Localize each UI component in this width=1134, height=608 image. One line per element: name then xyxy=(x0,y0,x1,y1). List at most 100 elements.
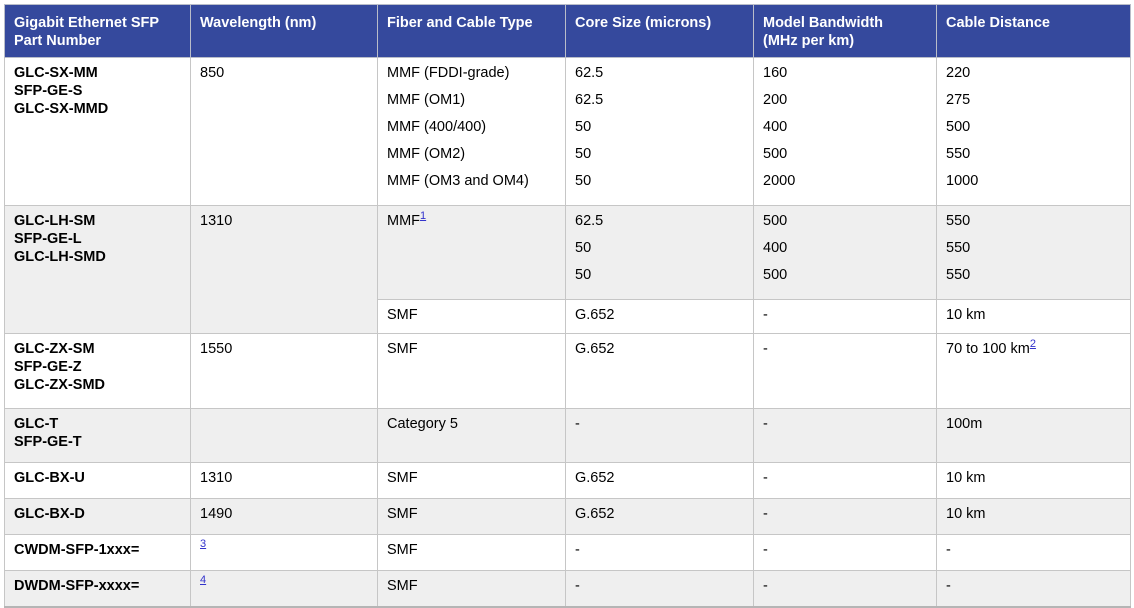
wavelength-value: 1550 xyxy=(200,341,233,357)
fiber-type-value: SMF xyxy=(387,506,418,522)
column-header-cable-distance: Cable Distance xyxy=(936,4,1131,58)
bandwidth-value: - xyxy=(763,542,768,558)
table-row: GLC-SX-MM SFP-GE-S GLC-SX-MMD 850 MMF (F… xyxy=(4,57,1131,206)
part-number: GLC-ZX-SMD xyxy=(14,377,106,393)
distance-value: 550 xyxy=(946,146,971,162)
cable-distance-cell: - xyxy=(936,534,1131,571)
part-number: GLC-LH-SMD xyxy=(14,249,106,265)
distance-value: 70 to 100 km xyxy=(946,341,1030,357)
fiber-type-cell: SMF xyxy=(377,498,566,535)
bandwidth-value: - xyxy=(763,416,768,432)
wavelength-cell xyxy=(190,408,378,463)
core-size-value: 50 xyxy=(575,267,592,283)
bandwidth-cell: - xyxy=(753,570,937,608)
fiber-type-value: SMF xyxy=(387,341,418,357)
bandwidth-cell: 500 400 500 xyxy=(753,205,937,300)
core-size-value: G.652 xyxy=(575,341,615,357)
cable-distance-cell: 100m xyxy=(936,408,1131,463)
fiber-type-cell: SMF xyxy=(377,333,566,409)
part-number: GLC-BX-D xyxy=(14,506,85,522)
fiber-type-value: MMF (400/400) xyxy=(387,119,487,135)
table-row: GLC-BX-D 1490 SMF G.652 - 10 km xyxy=(4,498,1131,535)
distance-value: 10 km xyxy=(946,506,986,522)
fiber-type-cell: Category 5 xyxy=(377,408,566,463)
core-size-cell: - xyxy=(565,570,754,608)
distance-value: 1000 xyxy=(946,173,979,189)
cable-distance-cell: - xyxy=(936,570,1131,608)
core-size-cell: G.652 xyxy=(565,333,754,409)
fiber-type-value: SMF xyxy=(387,578,418,594)
bandwidth-cell: - xyxy=(753,534,937,571)
part-number: GLC-ZX-SM xyxy=(14,341,95,357)
table-row: GLC-BX-U 1310 SMF G.652 - 10 km xyxy=(4,462,1131,499)
bandwidth-value: 400 xyxy=(763,119,788,135)
wavelength-value: 1310 xyxy=(200,213,233,229)
distance-value: 10 km xyxy=(946,470,986,486)
part-number-cell: DWDM-SFP-xxxx= xyxy=(4,570,191,608)
bandwidth-value: - xyxy=(763,341,768,357)
bandwidth-cell: - xyxy=(753,299,937,334)
fiber-type-cell: MMF (FDDI-grade) MMF (OM1) MMF (400/400)… xyxy=(377,57,566,206)
fiber-type-cell: SMF xyxy=(377,299,566,334)
distance-value: 10 km xyxy=(946,307,986,323)
core-size-cell: G.652 xyxy=(565,299,754,334)
sfp-compatibility-table: Gigabit Ethernet SFP Part Number Wavelen… xyxy=(4,4,1131,608)
bandwidth-value: 500 xyxy=(763,267,788,283)
part-number: SFP-GE-L xyxy=(14,231,82,247)
core-size-cell: 62.5 62.5 50 50 50 xyxy=(565,57,754,206)
bandwidth-value: - xyxy=(763,578,768,594)
bandwidth-cell: - xyxy=(753,498,937,535)
core-size-value: - xyxy=(575,578,580,594)
part-number-cell: CWDM-SFP-1xxx= xyxy=(4,534,191,571)
bandwidth-cell: - xyxy=(753,408,937,463)
bandwidth-value: 200 xyxy=(763,92,788,108)
fiber-type-cell: SMF xyxy=(377,462,566,499)
fiber-type-value: MMF (FDDI-grade) xyxy=(387,65,510,81)
fiber-type-value: MMF (OM1) xyxy=(387,92,466,108)
part-number: DWDM-SFP-xxxx= xyxy=(14,578,140,594)
footnote-link-3[interactable]: 3 xyxy=(200,538,207,551)
distance-value: 550 xyxy=(946,213,971,229)
core-size-cell: - xyxy=(565,534,754,571)
table-row: DWDM-SFP-xxxx= 4 SMF - - - xyxy=(4,570,1131,608)
footnote-link-1[interactable]: 1 xyxy=(420,210,427,223)
part-number-cell: GLC-T SFP-GE-T xyxy=(4,408,191,463)
core-size-value: G.652 xyxy=(575,470,615,486)
core-size-value: 50 xyxy=(575,119,592,135)
cable-distance-cell: 220 275 500 550 1000 xyxy=(936,57,1131,206)
bandwidth-value: 500 xyxy=(763,213,788,229)
distance-value: 100m xyxy=(946,416,983,432)
wavelength-value: 850 xyxy=(200,65,225,81)
footnote-link-4[interactable]: 4 xyxy=(200,574,207,587)
fiber-type-value: SMF xyxy=(387,470,418,486)
bandwidth-cell: - xyxy=(753,333,937,409)
part-number: CWDM-SFP-1xxx= xyxy=(14,542,140,558)
part-number: GLC-BX-U xyxy=(14,470,85,486)
part-number-cell: GLC-LH-SM SFP-GE-L GLC-LH-SMD xyxy=(4,205,191,334)
column-header-wavelength: Wavelength (nm) xyxy=(190,4,378,58)
bandwidth-cell: 160 200 400 500 2000 xyxy=(753,57,937,206)
bandwidth-cell: - xyxy=(753,462,937,499)
fiber-type-value: Category 5 xyxy=(387,416,458,432)
core-size-value: 50 xyxy=(575,173,592,189)
cable-distance-cell: 10 km xyxy=(936,299,1131,334)
cable-distance-cell: 70 to 100 km2 xyxy=(936,333,1131,409)
part-number: SFP-GE-S xyxy=(14,83,83,99)
part-number-cell: GLC-BX-D xyxy=(4,498,191,535)
distance-value: - xyxy=(946,578,951,594)
distance-value: 500 xyxy=(946,119,971,135)
distance-value: 550 xyxy=(946,267,971,283)
distance-value: 275 xyxy=(946,92,971,108)
fiber-type-value: SMF xyxy=(387,542,418,558)
table-row: GLC-ZX-SM SFP-GE-Z GLC-ZX-SMD 1550 SMF G… xyxy=(4,333,1131,409)
part-number-cell: GLC-BX-U xyxy=(4,462,191,499)
distance-value: 550 xyxy=(946,240,971,256)
bandwidth-value: 400 xyxy=(763,240,788,256)
wavelength-cell: 1310 xyxy=(190,462,378,499)
footnote-link-2[interactable]: 2 xyxy=(1029,338,1036,351)
distance-value: 220 xyxy=(946,65,971,81)
bandwidth-value: 160 xyxy=(763,65,788,81)
column-header-core-size: Core Size (microns) xyxy=(565,4,754,58)
wavelength-cell: 1310 xyxy=(190,205,378,334)
